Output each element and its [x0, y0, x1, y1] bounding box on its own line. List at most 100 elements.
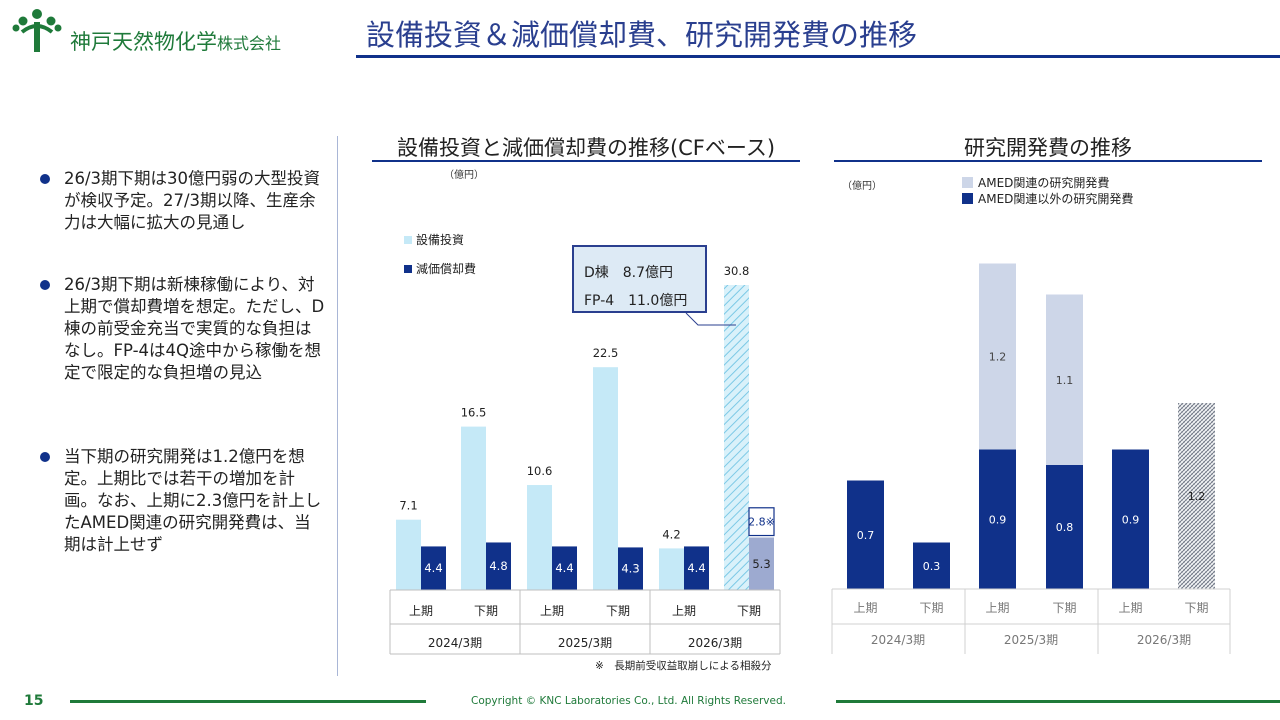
- depreciation-value-label: 4.3: [621, 562, 639, 576]
- x-group-label: 2025/3期: [558, 636, 612, 650]
- rnd-unit-label: （億円）: [842, 181, 882, 192]
- company-name-main: 神戸天然物化学: [70, 30, 217, 54]
- rnd-non-amed-value: 0.9: [1122, 513, 1140, 526]
- legend-swatch-depreciation: [404, 265, 412, 273]
- legend-non-amed: AMED関連以外の研究開発費: [978, 191, 1133, 206]
- capex-footnote: ※ 長期前受収益取崩しによる相殺分: [595, 659, 772, 672]
- depreciation-value-label: 4.4: [555, 561, 573, 575]
- x-tick-label: 下期: [606, 604, 630, 618]
- company-logo: [12, 9, 62, 52]
- rnd-non-amed-bar: [913, 542, 950, 589]
- rnd-non-amed-value: 0.8: [1056, 521, 1074, 534]
- capex-bar: [593, 367, 618, 590]
- rnd-non-amed-bar: [847, 480, 884, 589]
- x-tick-label: 下期: [1052, 601, 1076, 615]
- rnd-non-amed-value: 0.9: [989, 513, 1007, 526]
- capex-unit-label: （億円）: [444, 170, 484, 181]
- bullet-1: 26/3期下期は30億円弱の大型投資が検収予定。27/3期以降、生産余力は大幅に…: [40, 168, 325, 234]
- x-group-label: 2024/3期: [428, 636, 482, 650]
- page-number: 15: [24, 693, 44, 709]
- x-group-label: 2025/3期: [1004, 633, 1058, 647]
- capex-value-label: 30.8: [724, 264, 750, 278]
- rnd-amed-value: 1.2: [989, 351, 1007, 364]
- bullet-dot-icon: [40, 280, 50, 290]
- rnd-non-amed-value: 0.3: [923, 560, 941, 573]
- depreciation-value-label: 4.4: [424, 561, 442, 575]
- rnd-amed-value: 1.1: [1056, 374, 1074, 387]
- x-tick-label: 上期: [540, 604, 564, 618]
- x-tick-label: 上期: [985, 601, 1009, 615]
- depreciation-bar: [684, 546, 709, 590]
- legend-depreciation: 減価償却費: [416, 261, 476, 276]
- rnd-non-amed-value: 0.7: [857, 529, 875, 542]
- rnd-amed-bar: [979, 263, 1016, 450]
- capex-value-label: 16.5: [461, 406, 487, 420]
- depreciation-bar: [618, 547, 643, 590]
- capex-value-label: 10.6: [527, 464, 553, 478]
- x-tick-label: 上期: [672, 604, 696, 618]
- x-tick-label: 下期: [1184, 601, 1208, 615]
- bullet-dot-icon: [40, 174, 50, 184]
- depreciation-value-label: 5.3: [752, 557, 770, 571]
- x-tick-label: 上期: [409, 604, 433, 618]
- rnd-non-amed-value: 1.2: [1188, 490, 1206, 503]
- company-name-suffix: 株式会社: [217, 34, 282, 53]
- x-tick-label: 下期: [474, 604, 498, 618]
- bullet-3: 当下期の研究開発は1.2億円を想定。上期比では若干の増加を計画。なお、上期に2.…: [40, 446, 325, 556]
- capex-value-label: 7.1: [399, 499, 417, 513]
- capex-bar: [461, 426, 486, 590]
- bullet-dot-icon: [40, 452, 50, 462]
- rnd-non-amed-bar: [979, 449, 1016, 589]
- x-tick-label: 下期: [737, 604, 761, 618]
- capex-bar: [527, 485, 552, 590]
- rnd-non-amed-bar: [1178, 403, 1215, 589]
- title-underline: [356, 55, 1280, 58]
- x-group-label: 2026/3期: [1137, 633, 1191, 647]
- rnd-non-amed-bar: [1046, 465, 1083, 589]
- company-name: 神戸天然物化学株式会社: [70, 26, 281, 56]
- depreciation-bar: [421, 546, 446, 590]
- capex-bar: [396, 519, 421, 590]
- x-group-label: 2024/3期: [871, 633, 925, 647]
- legend-capex: 設備投資: [416, 232, 464, 247]
- rnd-chart-title-rule: [834, 160, 1262, 162]
- depreciation-value-label: 4.8: [489, 559, 507, 573]
- footer-rule-right: [836, 700, 1280, 703]
- x-tick-label: 上期: [853, 601, 877, 615]
- capex-value-label: 22.5: [593, 346, 619, 360]
- offset-stack-label: 2.8※: [748, 516, 775, 529]
- bullet-text: 26/3期下期は30億円弱の大型投資が検収予定。27/3期以降、生産余力は大幅に…: [64, 169, 321, 232]
- x-group-label: 2026/3期: [688, 636, 742, 650]
- bullet-2: 26/3期下期は新棟稼働により、対上期で償却費増を想定。ただし、D棟の前受金充当…: [40, 274, 325, 384]
- copyright: Copyright © KNC Laboratories Co., Ltd. A…: [471, 695, 786, 707]
- depreciation-bar: [486, 542, 511, 590]
- legend-amed: AMED関連の研究開発費: [978, 175, 1109, 190]
- capex-bar: [724, 285, 749, 590]
- legend-swatch-non-amed: [962, 193, 973, 204]
- callout-leader: [685, 313, 736, 326]
- rnd-amed-bar: [1046, 294, 1083, 465]
- x-tick-label: 下期: [919, 601, 943, 615]
- rnd-non-amed-bar: [1112, 449, 1149, 589]
- x-tick-label: 上期: [1118, 601, 1142, 615]
- footer-rule-left: [70, 700, 426, 703]
- capex-bar: [659, 548, 684, 590]
- callout-box: D棟 8.7億円 FP-4 11.0億円: [572, 245, 707, 313]
- capex-chart: 設備投資 減価償却費 7.1 16.5 10.6 22.5 4.2 30.8 4.4 4.8 4…: [389, 232, 781, 672]
- vertical-divider: [337, 136, 338, 676]
- bullet-text: 26/3期下期は新棟稼働により、対上期で償却費増を想定。ただし、D棟の前受金充当…: [64, 275, 325, 382]
- legend-swatch-amed: [962, 177, 973, 188]
- depreciation-bar: [749, 537, 774, 590]
- callout-line-2: FP-4 11.0億円: [584, 293, 688, 309]
- bullet-text: 当下期の研究開発は1.2億円を想定。上期比では若干の増加を計画。なお、上期に2.…: [64, 447, 322, 554]
- depreciation-bar: [552, 546, 577, 590]
- capex-chart-title: 設備投資と減価償却費の推移(CFベース): [396, 136, 776, 160]
- page-title: 設備投資＆減価償却費、研究開発費の推移: [366, 18, 918, 52]
- depreciation-value-label: 4.4: [687, 561, 705, 575]
- offset-stack-box: [748, 507, 775, 537]
- callout-line-1: D棟 8.7億円: [584, 265, 674, 281]
- legend-swatch-capex: [404, 236, 412, 244]
- capex-chart-title-rule: [372, 160, 800, 162]
- rnd-chart: AMED関連の研究開発費 AMED関連以外の研究開発費 0.7 0.3 0.9 1.2…: [831, 175, 1231, 654]
- capex-value-label: 4.2: [662, 527, 680, 541]
